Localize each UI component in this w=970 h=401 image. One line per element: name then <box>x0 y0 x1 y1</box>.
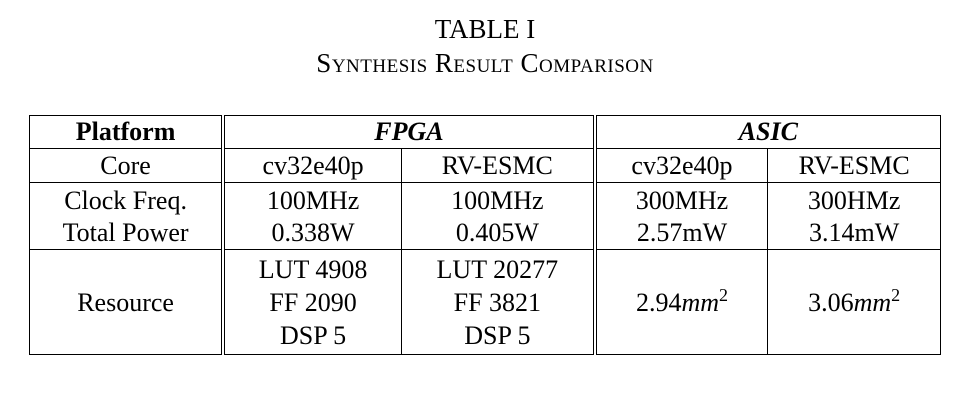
cell-power-asic-cv32e40p: 2.57mW <box>594 217 769 250</box>
row-label-resource: Resource <box>29 249 226 355</box>
area-unit: mm <box>681 287 719 317</box>
cell-core-fpga-cv32e40p: cv32e40p <box>222 148 403 183</box>
row-label-total-power: Total Power <box>29 217 226 250</box>
cell-resource-asic-cv32e40p: 2.94mm2 <box>594 249 769 355</box>
header-asic: ASIC <box>594 115 941 149</box>
resource-dsp: DSP 5 <box>279 320 347 350</box>
cell-core-asic-cv32e40p: cv32e40p <box>594 148 769 183</box>
area-value: 3.06 <box>808 287 854 317</box>
table-row-resource: Resource LUT 4908 FF 2090 DSP 5 LUT 2027… <box>29 249 941 355</box>
row-label-clock-freq: Clock Freq. <box>29 182 226 217</box>
cell-clock-fpga-cv32e40p: 100MHz <box>222 182 403 217</box>
table-caption-title: TABLE I <box>434 14 536 44</box>
header-fpga: FPGA <box>222 115 597 149</box>
area-unit: mm <box>853 287 892 317</box>
area-exponent: 2 <box>891 284 901 305</box>
cell-clock-asic-cv32e40p: 300MHz <box>594 182 769 217</box>
table-header-row: Platform FPGA ASIC <box>29 115 941 149</box>
table-row-core: Core cv32e40p RV-ESMC cv32e40p RV-ESMC <box>29 148 941 183</box>
resource-ff: FF 3821 <box>453 287 542 317</box>
resource-ff: FF 2090 <box>269 287 357 317</box>
row-label-core: Core <box>29 148 226 183</box>
cell-resource-fpga-rv-esmc: LUT 20277 FF 3821 DSP 5 <box>401 249 597 355</box>
cell-clock-asic-rv-esmc: 300HMz <box>767 182 941 217</box>
cell-resource-asic-rv-esmc: 3.06mm2 <box>767 249 941 355</box>
resource-lut: LUT 4908 <box>258 254 368 284</box>
table-caption-subtitle: Synthesis Result Comparison <box>316 48 654 78</box>
cell-clock-fpga-rv-esmc: 100MHz <box>401 182 597 217</box>
table-row-total-power: Total Power 0.338W 0.405W 2.57mW 3.14mW <box>29 217 941 250</box>
resource-dsp: DSP 5 <box>464 320 531 350</box>
cell-power-fpga-cv32e40p: 0.338W <box>222 217 403 250</box>
synthesis-result-table: Platform FPGA ASIC Core cv32e40p RV-ESMC… <box>29 115 941 355</box>
cell-core-asic-rv-esmc: RV-ESMC <box>767 148 941 183</box>
cell-power-asic-rv-esmc: 3.14mW <box>767 217 941 250</box>
area-value: 2.94 <box>635 287 682 317</box>
header-platform: Platform <box>29 115 226 149</box>
cell-core-fpga-rv-esmc: RV-ESMC <box>401 148 597 183</box>
area-exponent: 2 <box>719 284 728 305</box>
cell-power-fpga-rv-esmc: 0.405W <box>401 217 597 250</box>
resource-lut: LUT 20277 <box>436 254 559 284</box>
cell-resource-fpga-cv32e40p: LUT 4908 FF 2090 DSP 5 <box>222 249 403 355</box>
table-row-clock-freq: Clock Freq. 100MHz 100MHz 300MHz 300HMz <box>29 182 941 217</box>
